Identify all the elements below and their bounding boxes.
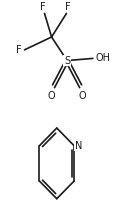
Text: O: O	[79, 91, 86, 101]
Text: F: F	[16, 45, 22, 55]
Text: F: F	[65, 2, 71, 12]
Text: OH: OH	[95, 53, 110, 63]
Text: N: N	[75, 141, 82, 151]
Text: F: F	[40, 2, 46, 12]
Text: O: O	[48, 91, 55, 101]
Text: S: S	[64, 56, 70, 66]
